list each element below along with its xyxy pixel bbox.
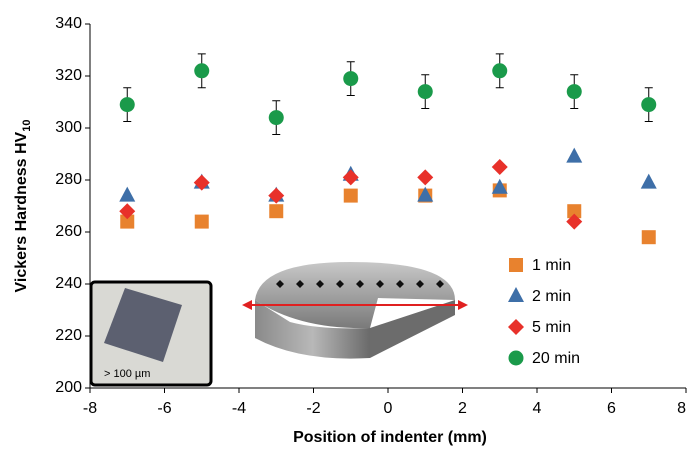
x-tick-label: 6: [607, 400, 616, 417]
point: [641, 174, 657, 189]
point: [492, 63, 507, 78]
legend-label: 20 min: [532, 350, 580, 367]
point: [417, 169, 433, 185]
legend-marker: [509, 351, 524, 366]
x-tick-label: -2: [306, 400, 320, 417]
y-tick-label: 200: [55, 379, 82, 396]
series: [120, 54, 657, 135]
point: [344, 189, 358, 203]
x-tick-label: -6: [157, 400, 171, 417]
y-tick-label: 240: [55, 275, 82, 292]
legend-marker: [508, 287, 524, 302]
y-tick-label: 280: [55, 171, 82, 188]
series: [119, 148, 657, 202]
chart: > 100 µm Position of indenter (mm) Vicke…: [0, 0, 695, 451]
x-tick-label: 4: [533, 400, 542, 417]
y-tick-label: 260: [55, 223, 82, 240]
point: [566, 148, 582, 163]
x-tick-label: -8: [83, 400, 97, 417]
point: [343, 71, 358, 86]
x-tick-label: 8: [677, 400, 686, 417]
point: [567, 84, 582, 99]
point: [642, 230, 656, 244]
y-axis-label-main: Vickers Hardness HV: [13, 131, 30, 292]
point: [120, 97, 135, 112]
point: [195, 215, 209, 229]
inset-label: > 100 µm: [104, 368, 150, 380]
point: [119, 187, 135, 202]
x-tick-label: 0: [384, 400, 393, 417]
y-axis-label-sub: 10: [21, 120, 33, 132]
y-axis-label: Vickers Hardness HV10: [13, 120, 33, 293]
point: [343, 169, 359, 185]
point: [418, 84, 433, 99]
legend-marker: [508, 319, 524, 335]
series: [120, 183, 656, 244]
point: [194, 63, 209, 78]
y-tick-label: 340: [55, 15, 82, 32]
y-tick-label: 320: [55, 67, 82, 84]
specimen-diagram: [242, 262, 468, 359]
point: [641, 97, 656, 112]
point: [269, 204, 283, 218]
point: [269, 110, 284, 125]
legend-label: 1 min: [532, 257, 571, 274]
point: [492, 159, 508, 175]
legend-label: 5 min: [532, 319, 571, 336]
legend-marker: [509, 258, 523, 272]
inset-photo: > 100 µm: [91, 282, 211, 385]
legend-label: 2 min: [532, 288, 571, 305]
x-tick-label: -4: [232, 400, 246, 417]
x-axis-label: Position of indenter (mm): [293, 429, 487, 446]
y-tick-label: 220: [55, 327, 82, 344]
x-tick-label: 2: [458, 400, 467, 417]
y-tick-label: 300: [55, 119, 82, 136]
